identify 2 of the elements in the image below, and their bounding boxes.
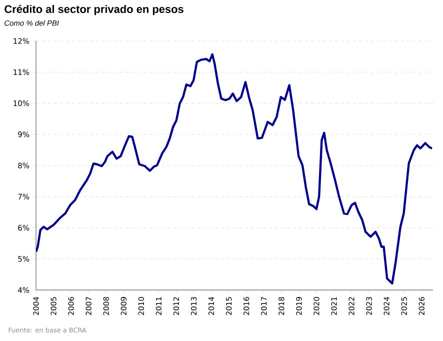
chart-title: Crédito al sector privado en pesos [4, 4, 184, 16]
line-series [36, 53, 434, 285]
